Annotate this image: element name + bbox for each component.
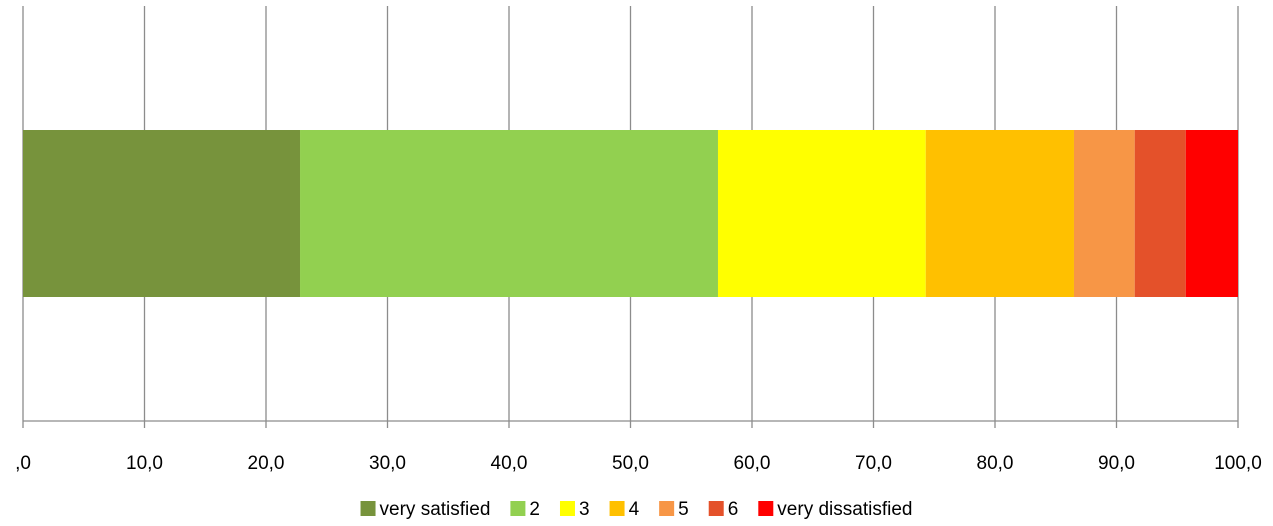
legend-swatch-5 <box>659 501 675 516</box>
bar-segment-7 <box>1185 130 1238 297</box>
legend-label-4: 4 <box>629 499 640 520</box>
legend-swatch-7 <box>758 501 774 516</box>
x-tick-label: ,0 <box>15 453 31 474</box>
bar-segment-4 <box>925 130 1074 297</box>
legend-swatch-1 <box>360 501 376 516</box>
bar-segment-5 <box>1073 130 1135 297</box>
bar-segment-1 <box>23 130 301 297</box>
x-tick-label: 20,0 <box>248 453 285 474</box>
legend-label-7: very dissatisfied <box>777 499 912 520</box>
x-tick-label: 40,0 <box>491 453 528 474</box>
legend-swatch-6 <box>708 501 724 516</box>
bar-segment-2 <box>300 130 718 297</box>
x-axis: ,0 10,0 20,0 30,0 40,0 50,0 60,0 70,0 80,0 90,0 10… <box>15 420 1262 474</box>
legend-swatch-4 <box>609 501 625 516</box>
x-tick-label: 100,0 <box>1214 453 1262 474</box>
bar-segment-3 <box>717 130 926 297</box>
legend-label-5: 5 <box>678 499 689 520</box>
legend-swatch-2 <box>510 501 526 516</box>
x-tick-label: 10,0 <box>126 453 163 474</box>
x-tick-label: 60,0 <box>734 453 771 474</box>
x-tick-label: 50,0 <box>612 453 649 474</box>
x-tick-label: 90,0 <box>1098 453 1135 474</box>
x-tick-label: 30,0 <box>369 453 406 474</box>
legend: very satisfied 2 3 4 5 6 very dissatisfied <box>360 499 912 520</box>
legend-label-1: very satisfied <box>380 499 491 520</box>
bar-segments <box>23 130 1238 297</box>
x-tick-label: 80,0 <box>977 453 1014 474</box>
bar-segment-6 <box>1134 130 1186 297</box>
legend-label-6: 6 <box>728 499 739 520</box>
x-tick-label: 70,0 <box>855 453 892 474</box>
legend-swatch-3 <box>559 501 575 516</box>
legend-label-3: 3 <box>579 499 590 520</box>
legend-label-2: 2 <box>529 499 540 520</box>
